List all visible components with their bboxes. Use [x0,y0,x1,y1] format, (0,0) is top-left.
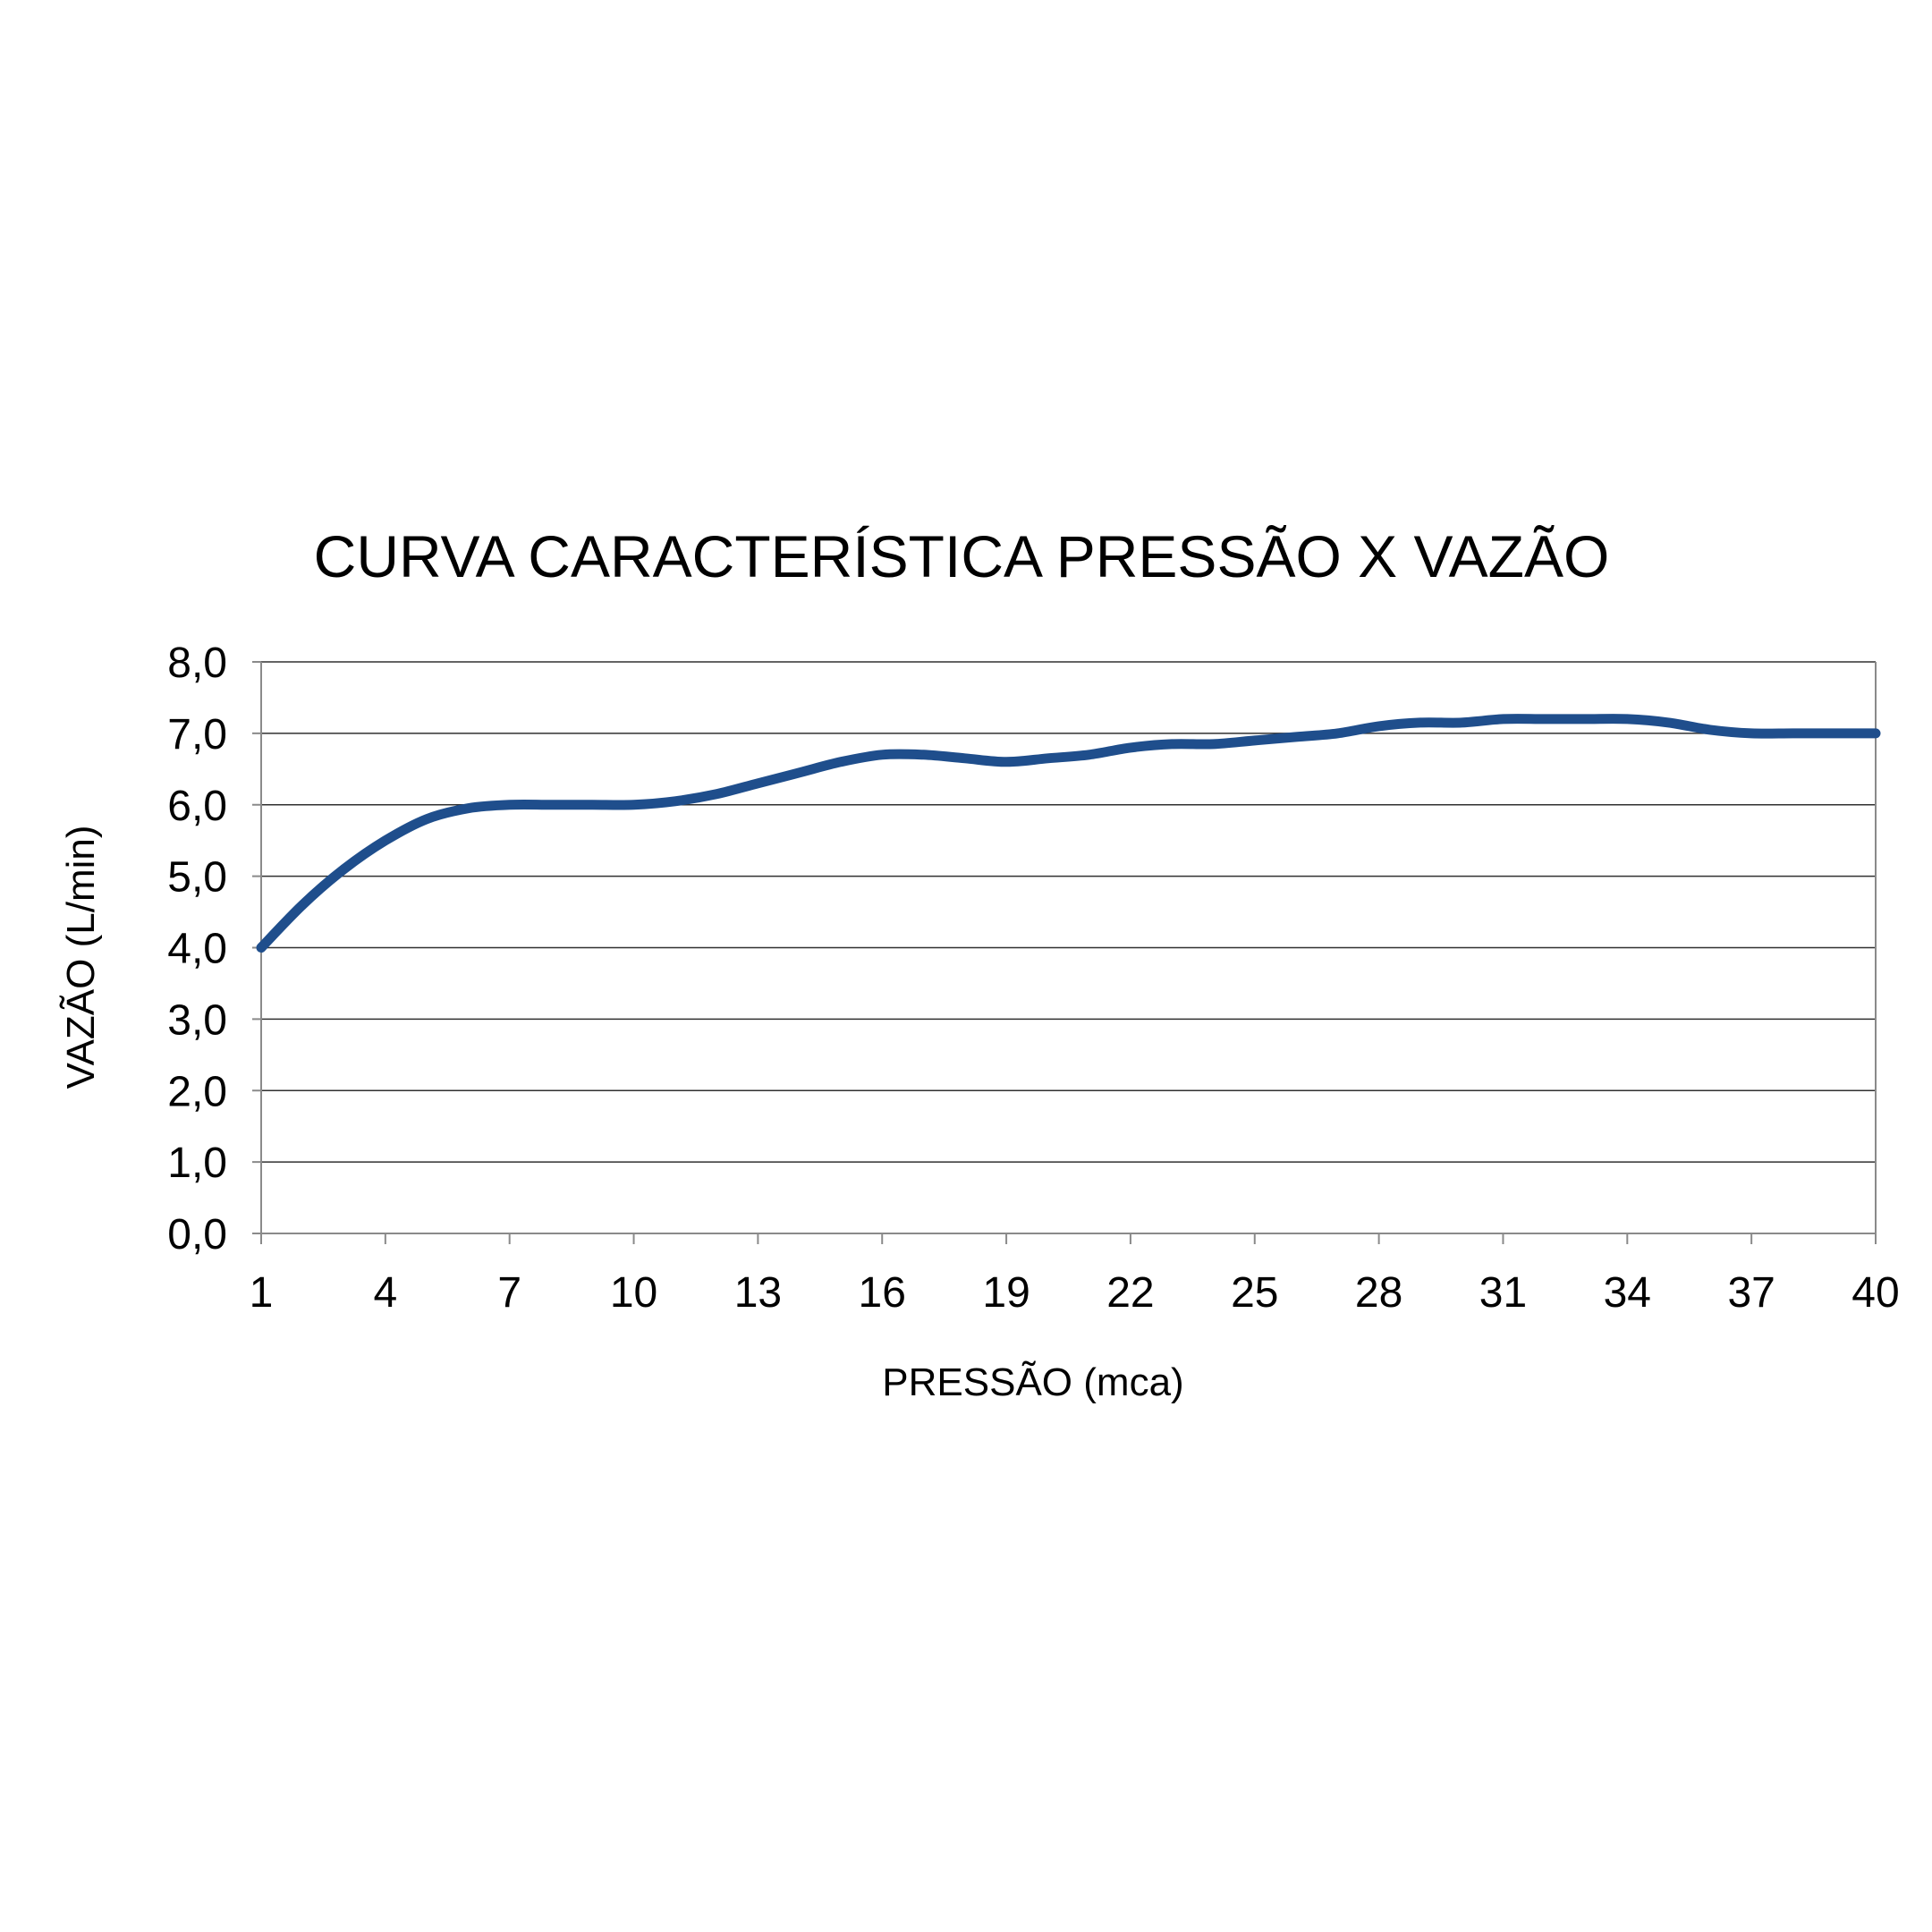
y-tick-label: 6,0 [167,783,227,830]
y-axis-title: VAZÃO (L/min) [58,825,103,1089]
gridlines [261,661,1876,1163]
x-axis-title: PRESSÃO (mca) [882,1360,1183,1404]
x-tick-label: 7 [497,1269,521,1317]
x-tick-label: 10 [610,1269,657,1317]
y-tick-label: 2,0 [167,1068,227,1115]
y-tick-label: 4,0 [167,926,227,973]
y-tick-label: 3,0 [167,996,227,1044]
plot-frame [260,662,1877,1242]
axis-ticks [252,661,1877,1244]
x-tick-label: 19 [982,1269,1030,1317]
x-tick-label: 34 [1604,1269,1651,1317]
x-tick-label: 28 [1355,1269,1402,1317]
x-tick-label: 22 [1106,1269,1154,1317]
x-tick-label: 25 [1231,1269,1278,1317]
y-tick-label: 7,0 [167,711,227,758]
x-tick-label: 1 [250,1269,274,1317]
y-tick-label: 8,0 [167,640,227,687]
x-tick-label: 40 [1852,1269,1899,1317]
x-tick-label: 13 [734,1269,782,1317]
x-tick-label: 16 [859,1269,906,1317]
y-tick-label: 1,0 [167,1140,227,1187]
x-tick-label: 31 [1479,1269,1527,1317]
chart-title: CURVA CARACTERÍSTICA PRESSÃO X VAZÃO [314,523,1610,589]
series-line [256,714,1881,953]
tick-labels: 0,0 1,0 2,0 3,0 4,0 5,0 6,0 7,0 8,0 1 4 7 10 13 16 19 22… [167,640,1899,1317]
y-tick-label: 5,0 [167,854,227,902]
y-tick-label: 0,0 [167,1211,227,1258]
series-layer [256,714,1881,953]
x-tick-label: 37 [1727,1269,1775,1317]
x-tick-label: 4 [373,1269,397,1317]
